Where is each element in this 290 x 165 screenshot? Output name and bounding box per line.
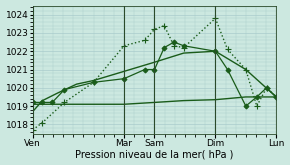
- X-axis label: Pression niveau de la mer( hPa ): Pression niveau de la mer( hPa ): [75, 149, 234, 159]
